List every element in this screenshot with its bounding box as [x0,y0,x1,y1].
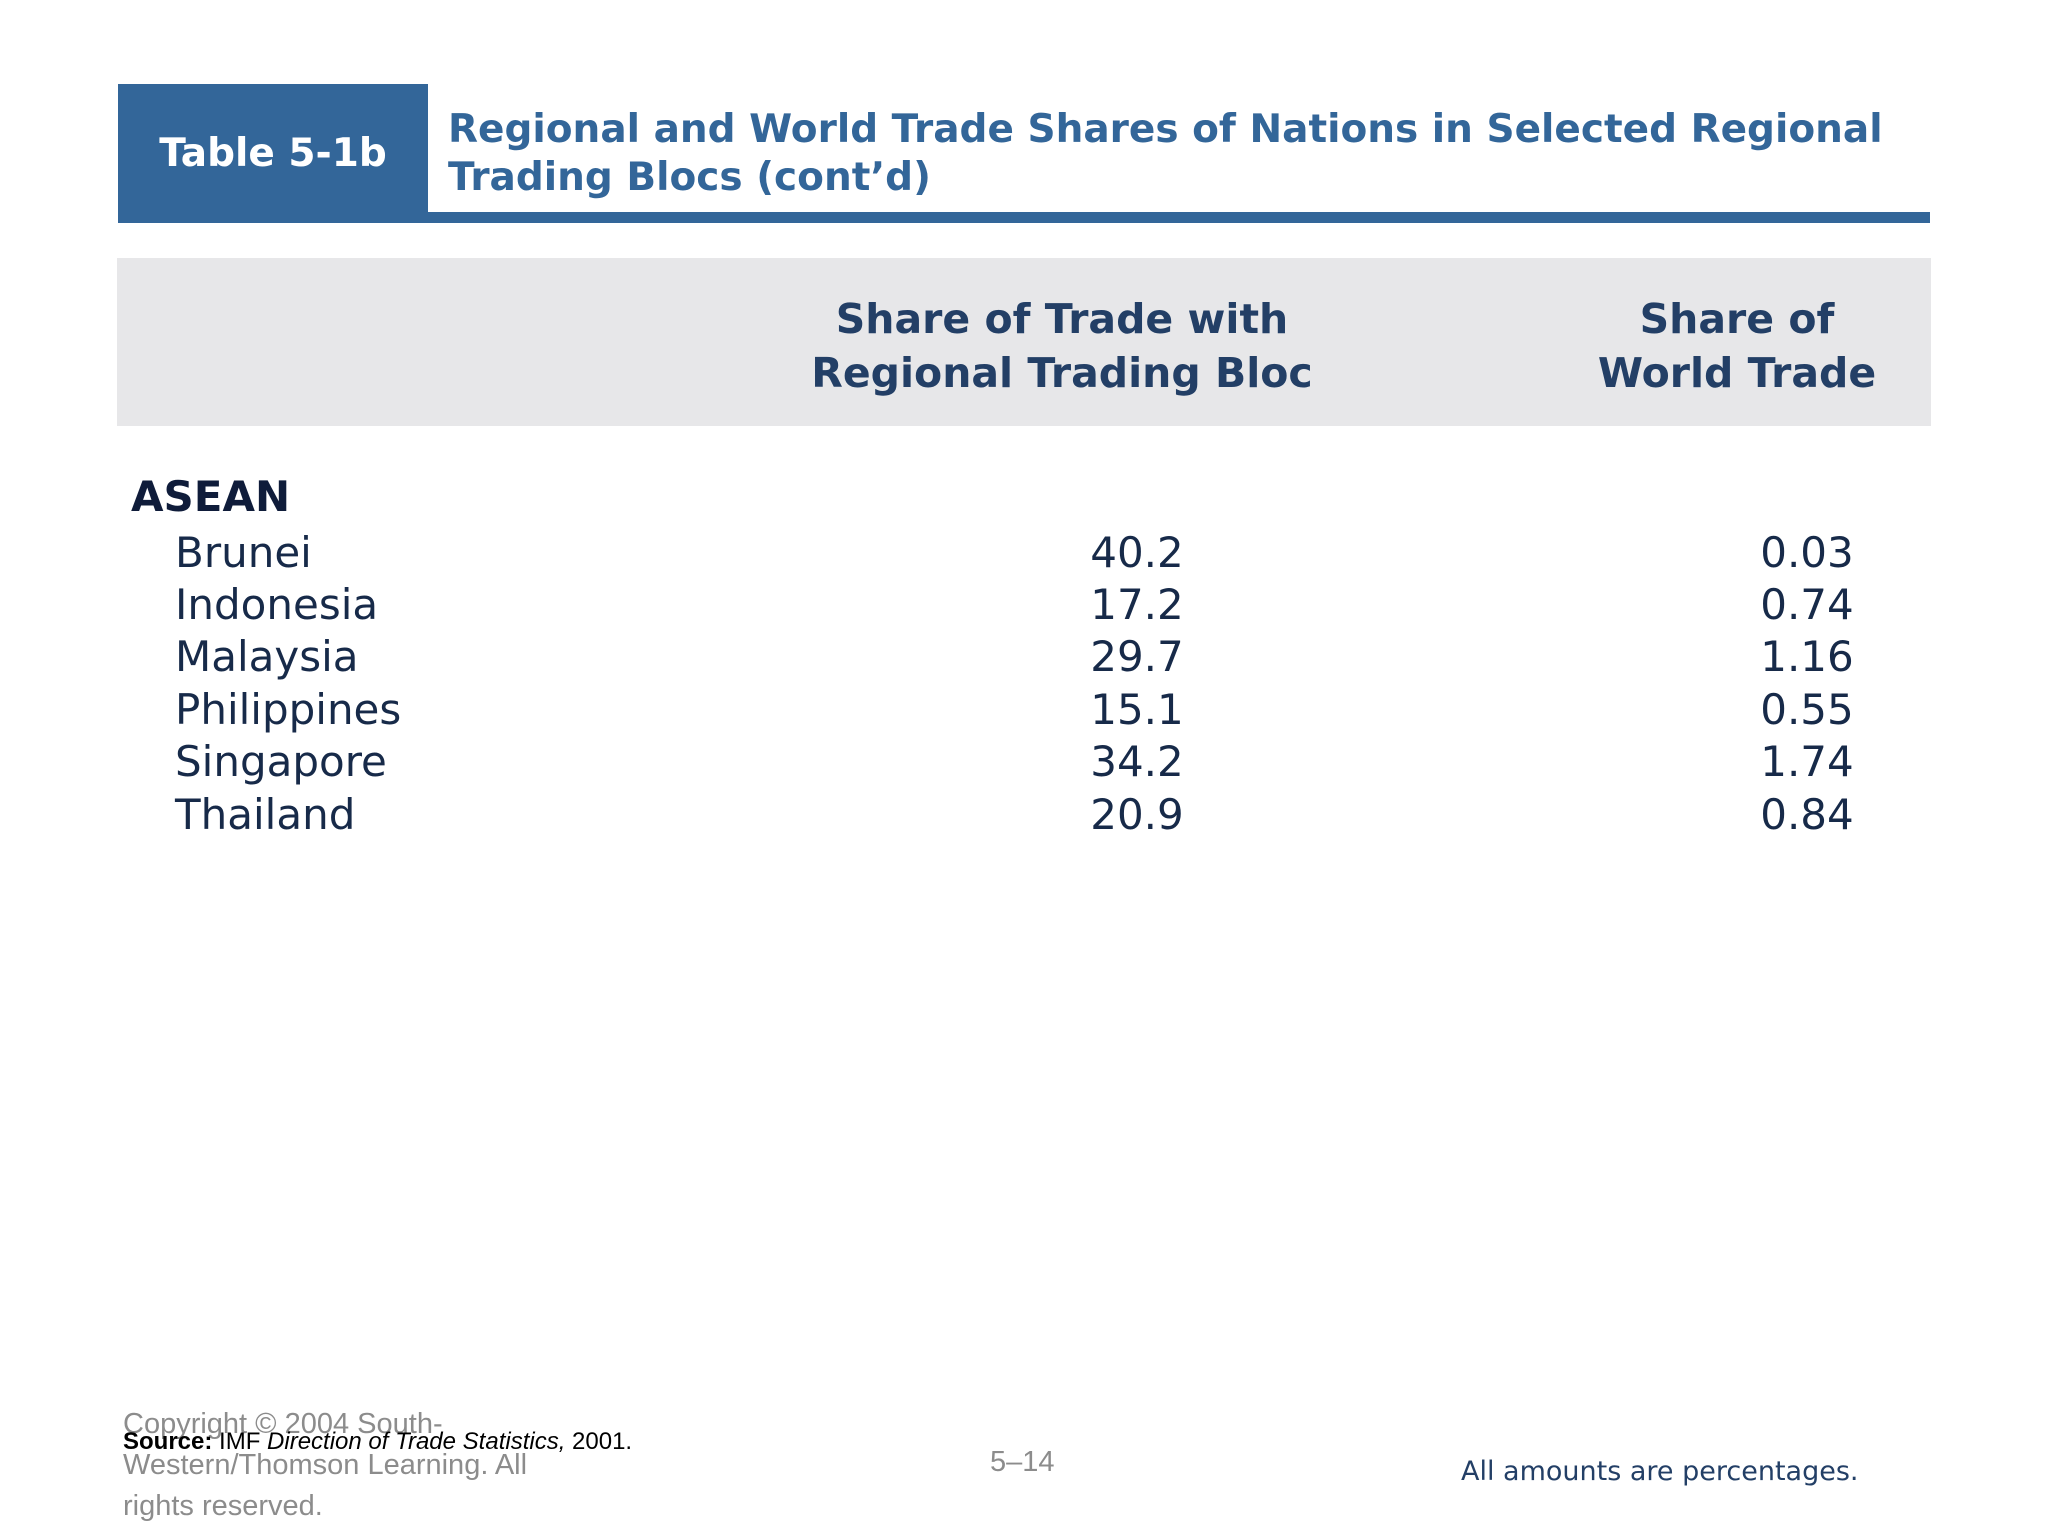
country-name: Thailand [175,790,356,839]
regional-share-value: 17.2 [1090,580,1184,629]
world-share-value: 0.74 [1760,580,1854,629]
source-publisher: IMF [219,1428,261,1455]
country-name: Indonesia [175,580,379,629]
regional-share-value: 15.1 [1090,685,1184,734]
column-header-world-share: Share of World Trade [1597,295,1877,397]
table-title: Regional and World Trade Shares of Natio… [448,107,1883,200]
table-header: Share of Trade with Regional Trading Blo… [117,258,1931,426]
table-row: Philippines 15.1 0.55 [117,684,1931,736]
regional-share-value: 34.2 [1090,737,1184,786]
percentages-note: All amounts are percentages. [1461,1456,1859,1487]
country-name: Brunei [175,528,312,577]
table-number-tag: Table 5-1b [118,84,428,223]
page-number: 5–14 [990,1446,1055,1478]
country-name: Philippines [175,685,402,734]
world-share-value: 0.03 [1760,528,1854,577]
source-publication: Direction of Trade Statistics, [267,1428,566,1455]
group-label-asean: ASEAN [131,472,291,521]
world-share-value: 1.74 [1760,737,1854,786]
table-row: Singapore 34.2 1.74 [117,736,1931,788]
world-share-value: 0.55 [1760,685,1854,734]
regional-share-value: 40.2 [1090,528,1184,577]
regional-share-value: 29.7 [1090,632,1184,681]
world-share-value: 1.16 [1760,632,1854,681]
country-name: Singapore [175,737,387,786]
table-row: Thailand 20.9 0.84 [117,789,1931,841]
table-row: Brunei 40.2 0.03 [117,527,1931,579]
copyright-notice: Copyright © 2004 South-Western/Thomson L… [123,1408,528,1522]
column-header-regional-share: Share of Trade with Regional Trading Blo… [811,295,1313,397]
source-year: 2001. [572,1428,633,1455]
regional-share-value: 20.9 [1090,790,1184,839]
source-note: Source: IMF Direction of Trade Statistic… [123,1428,632,1456]
country-name: Malaysia [175,632,359,681]
world-share-value: 0.84 [1760,790,1854,839]
table-row: Indonesia 17.2 0.74 [117,579,1931,631]
title-bar: Table 5-1b Regional and World Trade Shar… [118,84,1930,223]
table-row: Malaysia 29.7 1.16 [117,631,1931,683]
source-label: Source: [123,1428,213,1455]
title-rule [118,212,1930,223]
